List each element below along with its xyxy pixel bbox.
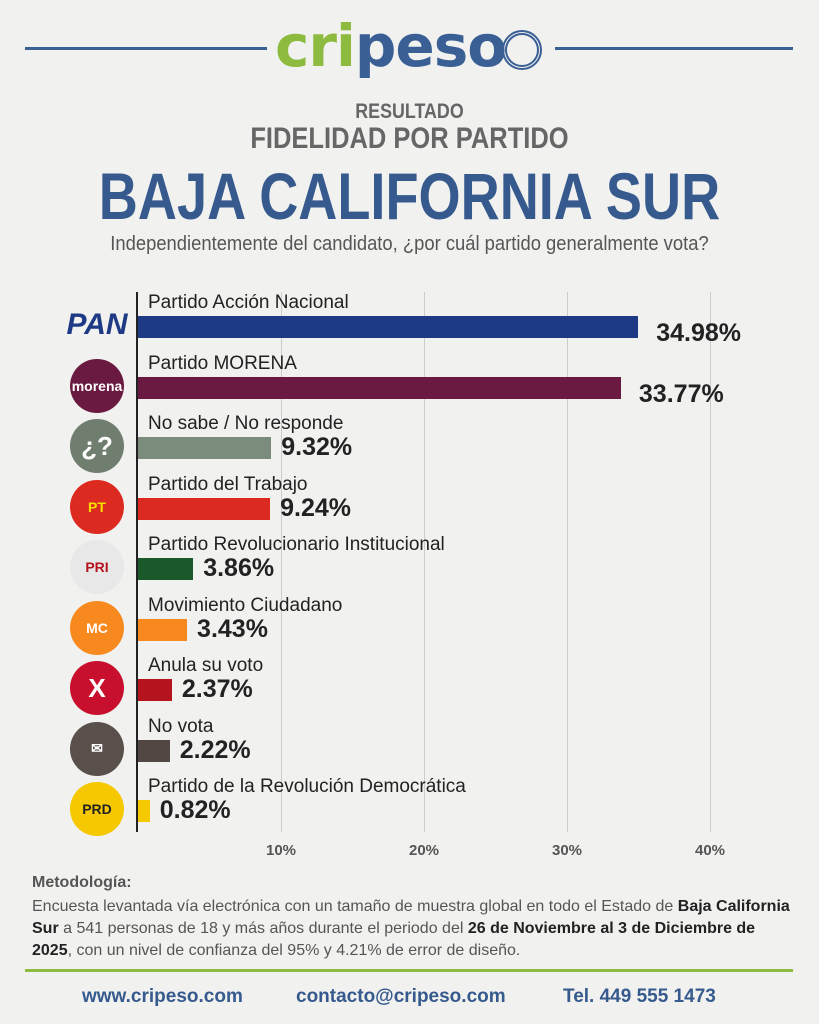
bar bbox=[138, 497, 271, 520]
target-icon bbox=[502, 29, 543, 70]
value-label: 3.43% bbox=[197, 614, 268, 643]
value-label: 0.82% bbox=[159, 796, 231, 824]
bar bbox=[138, 558, 194, 580]
category-label: Partido de la Revolución Democrática bbox=[148, 776, 466, 797]
no-vote-icon: ✉ bbox=[70, 721, 124, 776]
cripeso-logo: cripeso bbox=[275, 12, 543, 80]
bar bbox=[138, 376, 621, 399]
gridline bbox=[710, 292, 711, 832]
category-label: Partido del Trabajo bbox=[148, 473, 308, 495]
x-tick-label: 20% bbox=[408, 842, 440, 859]
category-label: Partido MORENA bbox=[148, 352, 297, 374]
gridline bbox=[424, 292, 425, 832]
footer-divider bbox=[25, 969, 793, 972]
region-title: BAJA CALIFORNIA SUR bbox=[98, 159, 721, 233]
website-link[interactable]: www.cripeso.com bbox=[82, 986, 243, 1007]
bar bbox=[138, 316, 639, 338]
value-label: 34.98% bbox=[656, 319, 741, 347]
value-label: 2.22% bbox=[179, 735, 251, 764]
bar bbox=[138, 437, 272, 459]
bar bbox=[138, 800, 150, 822]
chart-title: FIDELIDAD POR PARTIDO bbox=[250, 122, 569, 155]
methodology-heading: Metodología: bbox=[32, 874, 132, 891]
methodology-text: Encuesta levantada vía electrónica con u… bbox=[32, 898, 790, 959]
gridline bbox=[281, 292, 282, 832]
kicker: RESULTADO bbox=[355, 100, 464, 123]
x-tick-label: 10% bbox=[265, 842, 297, 859]
pt-logo-icon: PT bbox=[70, 479, 124, 534]
bar bbox=[138, 679, 172, 701]
category-label: No sabe / No responde bbox=[148, 413, 344, 434]
x-tick-label: 30% bbox=[551, 842, 583, 859]
bar bbox=[138, 618, 188, 641]
category-label: Movimiento Ciudadano bbox=[148, 594, 343, 616]
value-label: 9.24% bbox=[280, 493, 352, 522]
question-icon: ¿? bbox=[70, 419, 124, 473]
value-label: 9.32% bbox=[281, 433, 353, 461]
category-label: Partido Acción Nacional bbox=[148, 292, 349, 313]
header-rule-left bbox=[25, 47, 267, 50]
email-link[interactable]: contacto@cripeso.com bbox=[296, 986, 506, 1007]
cross-icon: X bbox=[70, 661, 124, 715]
value-label: 2.37% bbox=[181, 675, 253, 703]
mc-logo-icon: MC bbox=[70, 600, 124, 655]
pri-logo-icon: PRI bbox=[70, 540, 124, 594]
category-label: No vota bbox=[148, 715, 214, 737]
value-label: 33.77% bbox=[638, 379, 724, 408]
bar bbox=[138, 739, 170, 762]
y-axis-line bbox=[136, 292, 138, 832]
value-label: 3.86% bbox=[203, 554, 275, 582]
morena-logo-icon: morena bbox=[70, 358, 124, 413]
phone-number: Tel. 449 555 1473 bbox=[563, 986, 716, 1007]
pan-logo-icon: PAN bbox=[66, 308, 128, 341]
x-tick-label: 40% bbox=[694, 842, 726, 859]
header-rule-right bbox=[555, 47, 793, 50]
category-label: Partido Revolucionario Institucional bbox=[148, 534, 445, 555]
category-label: Anula su voto bbox=[148, 655, 264, 676]
question: Independientemente del candidato, ¿por c… bbox=[110, 233, 709, 255]
gridline bbox=[567, 292, 568, 832]
prd-logo-icon: PRD bbox=[70, 782, 124, 836]
